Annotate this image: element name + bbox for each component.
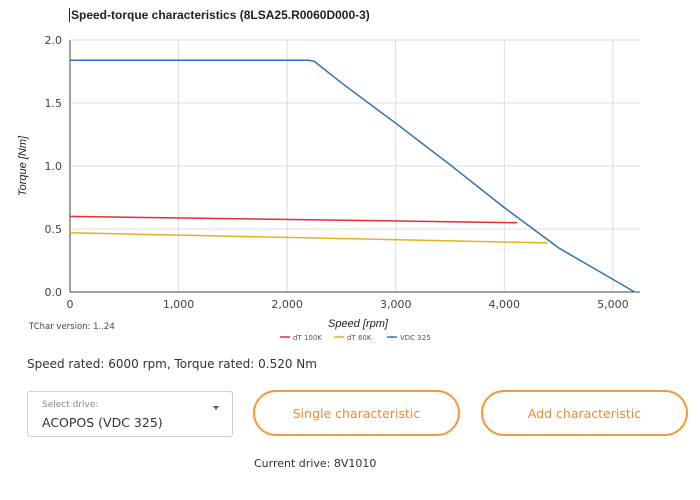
y-tick-label: 0.5	[45, 223, 63, 236]
series-line-dt-60k	[69, 232, 548, 244]
y-tick-label: 1.5	[45, 97, 63, 110]
legend-item: dT 100K	[280, 334, 322, 342]
chart-legend: dT 100K dT 60K VDC 325	[280, 334, 431, 342]
chart-axes	[69, 40, 640, 293]
current-drive: Current drive: 8V1010	[254, 457, 377, 470]
x-tick-label: 1,000	[163, 298, 195, 311]
x-tick-label: 3,000	[380, 298, 412, 311]
tchar-version: TChar version: 1..24	[29, 322, 115, 332]
legend-label: VDC 325	[400, 334, 431, 342]
x-tick-label: 2,000	[271, 298, 303, 311]
legend-item: dT 60K	[334, 334, 372, 342]
x-tick-label: 5,000	[597, 298, 629, 311]
single-characteristic-button[interactable]: Single characteristic	[253, 390, 460, 436]
y-axis-label: Torque [Nm]	[17, 135, 29, 196]
chart-grid	[70, 39, 640, 292]
drive-select[interactable]: Select drive: ACOPOS (VDC 325)	[27, 391, 233, 437]
rated-values: Speed rated: 6000 rpm, Torque rated: 0.5…	[27, 357, 317, 371]
legend-label: dT 100K	[293, 334, 322, 342]
series-line-vdc-325	[70, 59, 635, 293]
x-tick-label: 0	[67, 298, 74, 311]
legend-label: dT 60K	[347, 334, 372, 342]
series-line-dt-100k	[69, 215, 518, 224]
chart-title: Speed-torque characteristics (8LSA25.R00…	[69, 8, 370, 22]
chevron-down-icon[interactable]	[213, 406, 219, 410]
series-lines	[69, 59, 635, 293]
y-tick-label: 2.0	[45, 34, 63, 47]
drive-select-label: Select drive:	[42, 400, 99, 410]
x-axis-label: Speed [rpm]	[328, 318, 389, 330]
y-tick-label: 0.0	[45, 286, 63, 299]
tick-labels: 0.0 0.5 1.0 1.5 2.0 0 1,000 2,000 3,000 4,000 5,00…	[45, 34, 629, 311]
speed-torque-chart: 0.0 0.5 1.0 1.5 2.0 0 1,000 2,000 3,000 4,000 5,00…	[17, 34, 640, 342]
y-tick-label: 1.0	[45, 160, 63, 173]
legend-item: VDC 325	[387, 334, 431, 342]
x-tick-label: 4,000	[489, 298, 521, 311]
drive-select-value: ACOPOS (VDC 325)	[42, 415, 163, 430]
add-characteristic-button[interactable]: Add characteristic	[481, 390, 688, 436]
